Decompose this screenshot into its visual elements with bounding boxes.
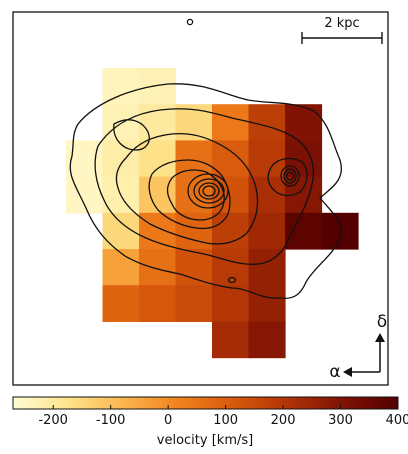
contour-small-spot: [227, 276, 237, 284]
east-arrowhead: [343, 367, 352, 377]
velocity-pixel: [212, 249, 250, 286]
velocity-pixel: [212, 321, 250, 359]
velocity-pixel: [139, 176, 177, 214]
velocity-pixel: [139, 140, 177, 178]
contour-knot-2: [283, 168, 297, 184]
velocity-pixel: [285, 104, 323, 141]
velocity-pixel: [212, 285, 250, 322]
velocity-pixel: [248, 321, 286, 359]
intensity-contours: [69, 18, 342, 300]
velocity-pixel: [102, 285, 140, 322]
velocity-pixel: [139, 212, 177, 250]
contour-3: [115, 132, 259, 245]
contour-arm: [113, 119, 150, 151]
contour-core-1: [187, 173, 229, 209]
colorbar-tick-label: 200: [271, 413, 296, 428]
contour-knot-outer: [267, 157, 308, 197]
contour-isolated-spot: [186, 18, 194, 26]
colorbar: -200 -100 0 100 200 300 400 velocity [km/s]: [12, 396, 408, 448]
north-label: δ: [377, 312, 387, 332]
velocity-pixel: [248, 212, 286, 250]
contour-knot-3: [285, 171, 295, 181]
velocity-pixel: [139, 68, 177, 105]
velocity-pixel: [248, 140, 286, 178]
contour-5: [166, 169, 225, 221]
velocity-pixel: [175, 212, 213, 250]
colorbar-ticks: -200 -100 0 100 200 300 400: [38, 405, 408, 428]
colorbar-gradient: [12, 396, 399, 410]
velocity-pixel: [139, 249, 177, 286]
colorbar-tick-label: 100: [213, 413, 238, 428]
contour-core-2: [193, 178, 225, 204]
velocity-pixel: [175, 285, 213, 322]
colorbar-tick-label: 0: [164, 413, 172, 428]
velocity-pixel: [139, 285, 177, 322]
velocity-pixel: [321, 212, 359, 250]
contour-outer: [69, 83, 342, 300]
velocity-pixel: [212, 104, 250, 141]
velocity-pixel: [285, 212, 323, 250]
scale-bar-label: 2 kpc: [324, 16, 359, 31]
velocity-pixel: [102, 68, 140, 105]
contour-knot-1: [280, 165, 300, 187]
contour-core-4: [202, 185, 216, 197]
velocity-pixel: [248, 285, 286, 322]
scale-bar: 2 kpc: [301, 16, 383, 44]
velocity-pixel: [66, 140, 104, 178]
contour-4: [148, 159, 231, 230]
orientation-compass: δ α: [329, 312, 387, 382]
contour-core-3: [198, 182, 220, 200]
colorbar-tick-label: -200: [38, 413, 68, 428]
colorbar-label: velocity [km/s]: [157, 433, 253, 448]
contour-2: [94, 108, 315, 265]
velocity-pixel: [248, 249, 286, 286]
colorbar-tick-label: -100: [96, 413, 126, 428]
colorbar-tick-label: 400: [386, 413, 408, 428]
velocity-pixel: [175, 140, 213, 178]
colorbar-tick-label: 300: [328, 413, 353, 428]
east-label: α: [329, 362, 340, 382]
north-arrowhead: [375, 333, 385, 342]
velocity-pixel: [102, 249, 140, 286]
velocity-pixel: [102, 140, 140, 178]
